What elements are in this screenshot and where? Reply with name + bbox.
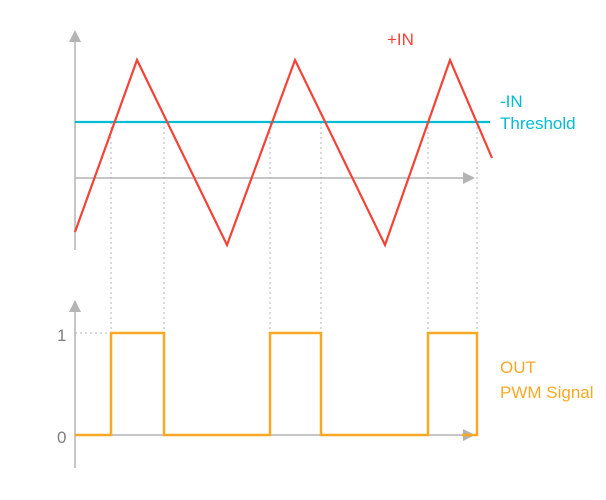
diagram-svg <box>0 0 606 500</box>
pwm-signal-label: PWM Signal <box>500 383 594 403</box>
minus-in-label: -IN <box>500 92 523 112</box>
y-axis-label-1: 1 <box>57 326 66 346</box>
threshold-label: Threshold <box>500 114 576 134</box>
pwm-diagram: +IN -IN Threshold OUT PWM Signal 1 0 <box>0 0 606 500</box>
plus-in-label: +IN <box>387 30 414 50</box>
out-label: OUT <box>500 358 536 378</box>
y-axis-label-0: 0 <box>57 428 66 448</box>
